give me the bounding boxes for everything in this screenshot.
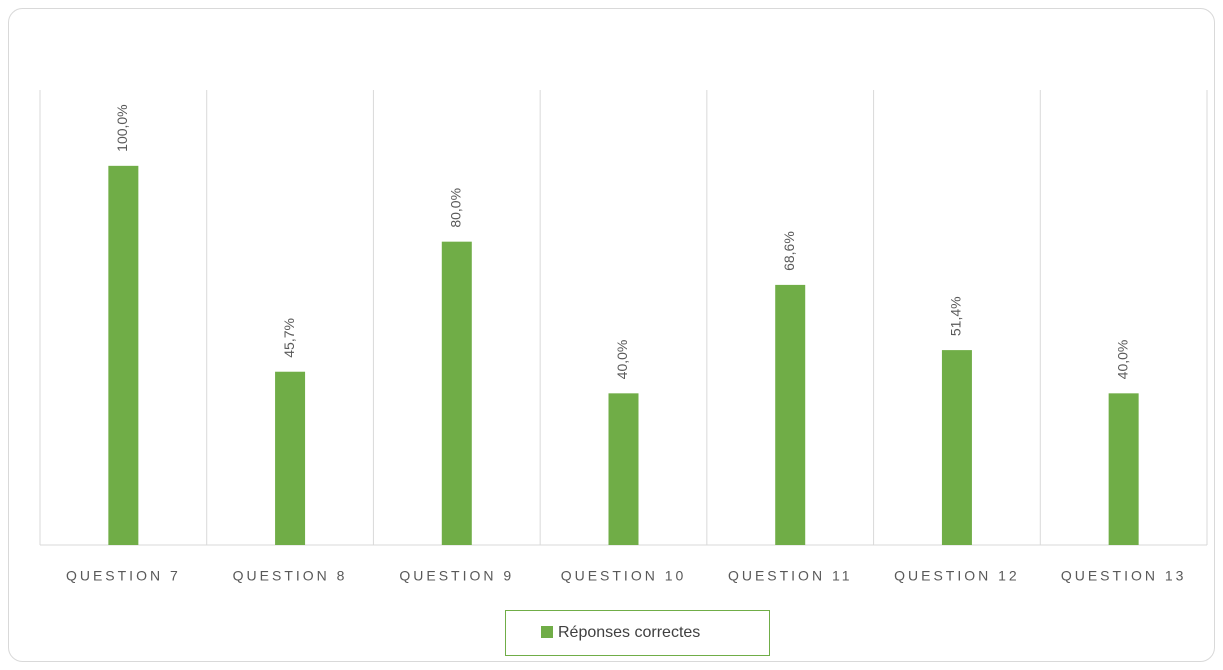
- x-tick-label: QUESTION 7: [66, 568, 181, 584]
- value-label: 51,4%: [948, 296, 964, 336]
- legend-label: Réponses correctes: [558, 624, 700, 641]
- bar: [441, 241, 472, 545]
- value-label: 80,0%: [447, 188, 463, 228]
- bar: [608, 393, 639, 545]
- x-tick-label: QUESTION 12: [894, 568, 1020, 584]
- x-tick-label: QUESTION 8: [233, 568, 348, 584]
- bar: [1108, 393, 1139, 545]
- value-label: 68,6%: [781, 231, 797, 271]
- bar: [108, 165, 139, 546]
- value-label: 100,0%: [114, 104, 130, 151]
- legend-swatch: [541, 626, 553, 638]
- x-tick-label: QUESTION 13: [1061, 568, 1187, 584]
- value-label: 45,7%: [281, 318, 297, 358]
- value-label: 40,0%: [614, 340, 630, 380]
- bar: [775, 284, 806, 545]
- bar: [941, 350, 972, 545]
- x-tick-label: QUESTION 9: [399, 568, 514, 584]
- x-tick-label: QUESTION 11: [728, 568, 853, 584]
- value-label: 40,0%: [1114, 340, 1130, 380]
- bar: [275, 371, 306, 545]
- chart-frame: [8, 8, 1215, 662]
- x-tick-label: QUESTION 10: [561, 568, 687, 584]
